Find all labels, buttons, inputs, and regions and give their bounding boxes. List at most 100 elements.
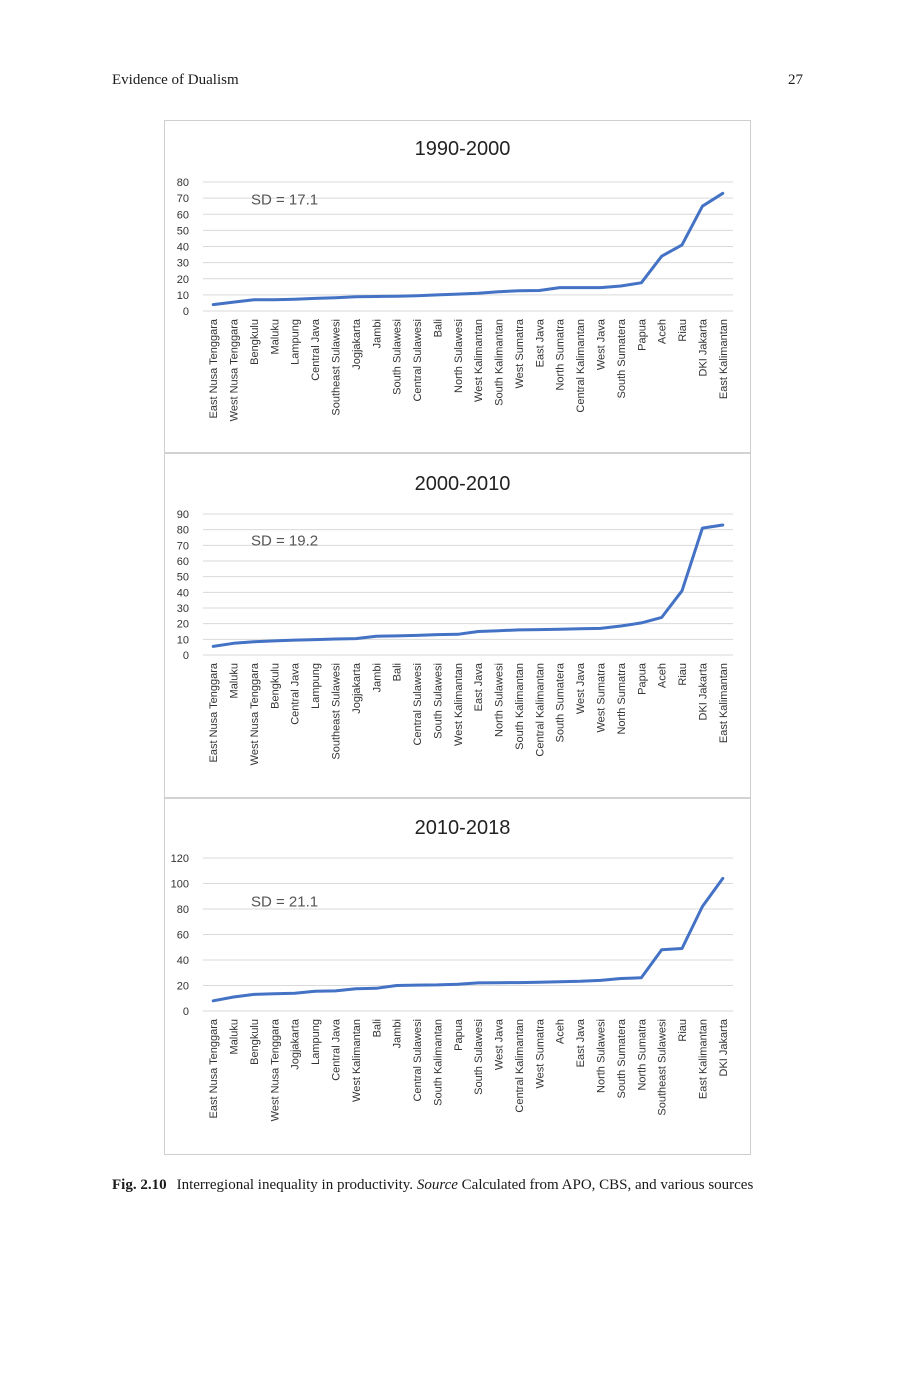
x-tick-label: Aceh <box>555 1019 567 1044</box>
x-tick-label: Maluku <box>269 319 281 354</box>
series-line <box>211 191 725 307</box>
data-point <box>477 292 479 295</box>
data-point <box>212 645 214 648</box>
x-tick-label: Southeast Sulawesi <box>331 663 343 760</box>
x-tick-label: East Kalimantan <box>697 1019 709 1099</box>
x-tick-label: South Sumatera <box>555 662 567 742</box>
x-tick-label: Lampung <box>310 1019 322 1065</box>
x-tick-label: South Sulawesi <box>392 319 404 395</box>
x-tick-label: Jambi <box>371 319 383 348</box>
data-point <box>355 296 357 298</box>
y-tick-label: 20 <box>177 619 189 631</box>
caption-source-word: Source <box>416 1177 458 1193</box>
x-tick-label: Bali <box>392 663 404 681</box>
data-point <box>599 979 602 982</box>
data-point <box>395 984 398 987</box>
data-point <box>253 993 255 996</box>
data-point <box>620 625 622 627</box>
data-point <box>701 905 704 908</box>
data-point <box>660 949 663 951</box>
data-point <box>722 877 724 880</box>
y-tick-label: 50 <box>177 225 189 237</box>
figure-frame: 1990-2000 0 10 20 30 40 50 60 70 80 SD = 17.1 East … <box>164 120 751 1155</box>
x-tick-label: East Java <box>534 318 546 367</box>
figure-caption: Fig. 2.10 Interregional inequality in pro… <box>112 1175 805 1196</box>
y-tick-label: 60 <box>177 209 189 221</box>
panel-divider <box>165 452 750 454</box>
x-tick-label: Jogjakarta <box>351 318 363 370</box>
data-point <box>253 640 255 643</box>
data-point <box>253 298 255 301</box>
x-tick-label: Central Kalimantan <box>575 319 587 413</box>
data-point <box>334 296 337 299</box>
y-tick-label: 0 <box>183 306 189 318</box>
x-tick-label: Central Sulawesi <box>412 663 424 746</box>
data-point <box>416 294 418 297</box>
data-point <box>314 990 316 993</box>
data-point <box>497 290 500 293</box>
caption-text: Interregional inequality in productivity… <box>176 1177 414 1193</box>
chart-title: 2010-2018 <box>415 817 511 839</box>
data-point <box>660 255 663 257</box>
x-tick-label: Southeast Sulawesi <box>657 1019 669 1116</box>
y-tick-label: 100 <box>171 879 189 891</box>
data-point <box>375 635 378 637</box>
data-point <box>273 640 276 642</box>
x-tick-label: Bengkulu <box>249 319 261 365</box>
x-tick-label: Lampung <box>310 663 322 709</box>
series-line <box>211 523 725 648</box>
y-tick-label: 40 <box>177 587 189 599</box>
data-point <box>293 639 296 641</box>
data-point <box>558 628 561 630</box>
x-tick-label: South Sumatera <box>616 1018 628 1098</box>
x-tick-label: Central Java <box>310 318 322 381</box>
sd-annotation: SD = 19.2 <box>251 532 318 549</box>
y-tick-label: 30 <box>177 603 189 615</box>
data-point <box>395 295 398 297</box>
x-tick-label: Papua <box>453 1018 465 1051</box>
y-tick-label: 120 <box>171 853 189 865</box>
data-point <box>477 630 479 633</box>
x-tick-label: Central Sulawesi <box>412 319 424 402</box>
x-tick-label: DKI Jakarta <box>697 318 709 376</box>
x-tick-label: North Sumatra <box>555 318 567 390</box>
x-tick-label: North Sumatra <box>636 1018 648 1090</box>
data-point <box>457 633 459 636</box>
figure-label: Fig. 2.10 <box>112 1177 167 1193</box>
x-tick-label: Bali <box>432 319 444 337</box>
x-tick-label: East Java <box>575 1018 587 1067</box>
chart-2010-2018: 2010-2018 0 20 40 60 80 100 120 SD = 21.1 East Nu… <box>171 817 733 1121</box>
data-point <box>681 589 683 592</box>
data-point <box>314 638 316 641</box>
page-number: 27 <box>788 72 803 88</box>
chart-title: 2000-2010 <box>415 473 511 495</box>
data-point <box>620 977 622 980</box>
data-point <box>497 981 500 984</box>
x-tick-label: Central Java <box>331 1018 343 1081</box>
x-tick-label: West Sumatra <box>514 318 526 388</box>
data-point <box>518 981 520 984</box>
data-point <box>497 629 500 632</box>
x-tick-label: South Kalimantan <box>514 663 526 750</box>
data-point <box>273 298 276 301</box>
data-point <box>538 981 541 984</box>
data-point <box>457 983 459 986</box>
data-point <box>518 290 520 292</box>
y-tick-label: 90 <box>177 509 189 521</box>
x-tick-label: Bengkulu <box>249 1019 261 1065</box>
x-tick-label: Bali <box>371 1019 383 1037</box>
data-point <box>436 984 439 986</box>
panel-divider <box>165 797 750 799</box>
data-point <box>558 980 561 983</box>
data-point <box>558 286 561 289</box>
data-point <box>273 992 276 995</box>
data-point <box>416 634 418 637</box>
x-tick-label: East Nusa Tenggara <box>208 1018 220 1118</box>
data-point <box>640 977 643 979</box>
x-tick-label: Central Java <box>290 662 302 725</box>
data-point <box>436 633 439 636</box>
y-tick-label: 20 <box>177 981 189 993</box>
x-tick-label: Aceh <box>657 319 669 344</box>
data-point <box>232 996 235 998</box>
chart-1990-2000: 1990-2000 0 10 20 30 40 50 60 70 80 SD = 17.1 East … <box>177 138 733 421</box>
